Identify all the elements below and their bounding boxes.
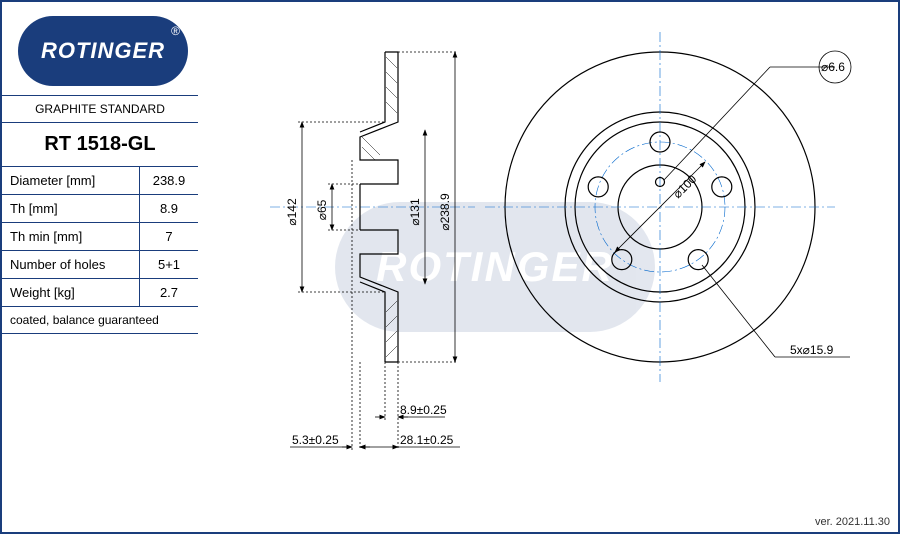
spec-table: GRAPHITE STANDARD RT 1518-GL Diameter [m…: [2, 95, 198, 334]
spec-value: 2.7: [140, 279, 198, 306]
technical-drawing: ⌀142 ⌀65 ⌀131 ⌀238.9: [200, 2, 898, 532]
dim-d65: ⌀65: [315, 199, 329, 220]
spec-label: Diameter [mm]: [2, 167, 140, 194]
table-row: Diameter [mm] 238.9: [2, 167, 198, 195]
spec-value: 8.9: [140, 195, 198, 222]
dim-t281: 28.1±0.25: [400, 433, 454, 447]
part-number: RT 1518-GL: [2, 123, 198, 166]
registered-mark: ®: [171, 24, 180, 38]
dim-d142: ⌀142: [285, 198, 299, 226]
part-number-row: RT 1518-GL: [2, 123, 198, 167]
disc-profile-bottom: [360, 230, 398, 362]
disc-profile-top: [360, 52, 398, 184]
logo-container: ROTINGER ®: [8, 8, 198, 93]
brand-name: ROTINGER: [41, 38, 165, 64]
spec-label: Weight [kg]: [2, 279, 140, 306]
footer-text: coated, balance guaranteed: [2, 307, 198, 333]
standard-label: GRAPHITE STANDARD: [2, 96, 198, 122]
spec-value: 5+1: [140, 251, 198, 278]
table-footer: coated, balance guaranteed: [2, 307, 198, 334]
spec-label: Number of holes: [2, 251, 140, 278]
version-label: ver. 2021.11.30: [815, 516, 890, 528]
drawing-svg: ⌀142 ⌀65 ⌀131 ⌀238.9: [200, 2, 900, 532]
table-row: Weight [kg] 2.7: [2, 279, 198, 307]
spec-value: 7: [140, 223, 198, 250]
spec-label: Th min [mm]: [2, 223, 140, 250]
dim-d66: ⌀6.6: [821, 60, 845, 74]
spec-label: Th [mm]: [2, 195, 140, 222]
dim-d100: ⌀100: [670, 172, 699, 201]
brand-logo: ROTINGER ®: [18, 16, 188, 86]
dim-t89: 8.9±0.25: [400, 403, 447, 417]
dim-d131: ⌀131: [408, 198, 422, 226]
table-row: Th min [mm] 7: [2, 223, 198, 251]
table-row: Th [mm] 8.9: [2, 195, 198, 223]
table-row: Number of holes 5+1: [2, 251, 198, 279]
table-header: GRAPHITE STANDARD: [2, 96, 198, 123]
dim-holes: 5x⌀15.9: [790, 343, 834, 357]
spec-value: 238.9: [140, 167, 198, 194]
dim-t53: 5.3±0.25: [292, 433, 339, 447]
dim-d238: ⌀238.9: [438, 193, 452, 231]
